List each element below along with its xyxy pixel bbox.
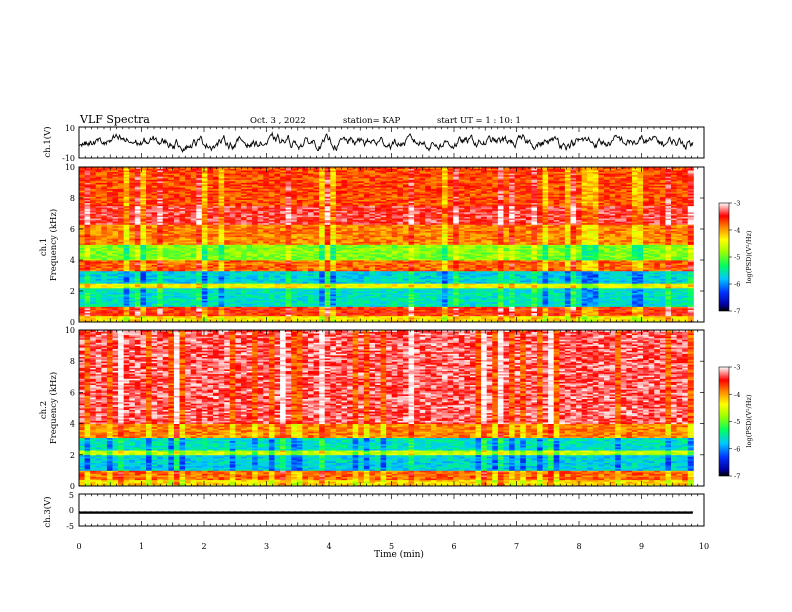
figure-title: VLF Spectra	[79, 113, 150, 126]
ch1-waveform-ytick-top: 10	[65, 124, 75, 133]
ch1-waveform-ticks	[79, 127, 704, 158]
ch1-waveform-panel: 10 -10 ch.1(V)	[42, 124, 704, 163]
station-label: station= KAP	[343, 116, 401, 126]
ch1-waveform-ytick-bottom: -10	[62, 154, 75, 163]
ch1-spectrogram-cells	[79, 167, 694, 322]
start-time-label: start UT = 1 : 10: 1	[437, 116, 521, 126]
date-label: Oct. 3 , 2022	[250, 116, 306, 126]
ch1-waveform-ylabel: ch.1(V)	[42, 126, 53, 157]
ch1-waveform-line	[79, 133, 693, 152]
vlf-spectra-figure: VLF Spectra Oct. 3 , 2022 station= KAP s…	[0, 0, 792, 612]
